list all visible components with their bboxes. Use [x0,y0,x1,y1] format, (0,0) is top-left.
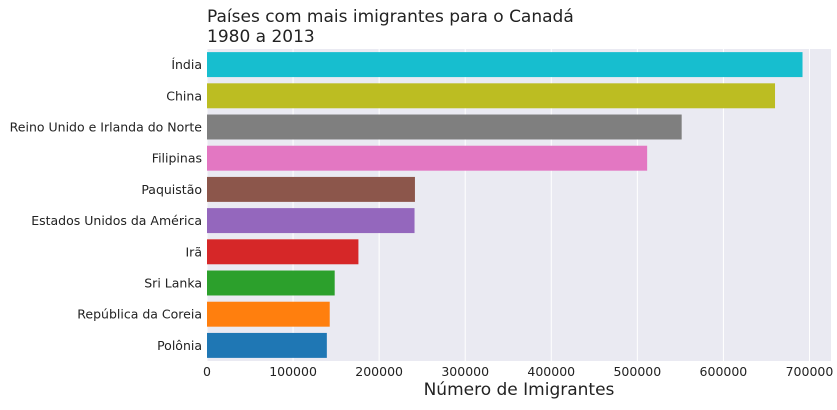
x-tick-label-0: 0 [203,364,211,379]
chart-title-line-1: Países com mais imigrantes para o Canadá [207,7,574,27]
bar-7 [207,270,335,296]
bar-6 [207,239,359,265]
bar-3 [207,145,648,171]
bar-0 [207,52,803,78]
x-tick-label-3: 300000 [441,364,489,379]
bar-2 [207,114,682,140]
x-tick-label-1: 100000 [269,364,317,379]
category-label-7: Sri Lanka [144,276,202,291]
category-label-3: Filipinas [152,151,202,166]
category-label-0: Índia [171,57,202,72]
bar-8 [207,301,330,327]
bar-4 [207,176,415,202]
x-tick-label-4: 400000 [527,364,575,379]
category-label-8: República da Coreia [77,307,202,322]
x-axis-label: Número de Imigrantes [423,380,615,400]
bar-1 [207,83,776,109]
category-label-2: Reino Unido e Irlanda do Norte [10,120,203,135]
category-label-9: Polônia [157,338,202,353]
x-tick-label-6: 600000 [700,364,748,379]
x-tick-label-7: 700000 [786,364,834,379]
chart-title-line-2: 1980 a 2013 [207,27,315,47]
category-label-1: China [166,88,202,103]
category-label-5: Estados Unidos da América [31,213,202,228]
category-label-4: Paquistão [141,182,202,197]
x-tick-label-5: 500000 [613,364,661,379]
x-tick-label-2: 200000 [355,364,403,379]
category-label-6: Irã [186,244,203,259]
bar-9 [207,332,327,358]
bar-5 [207,208,415,234]
